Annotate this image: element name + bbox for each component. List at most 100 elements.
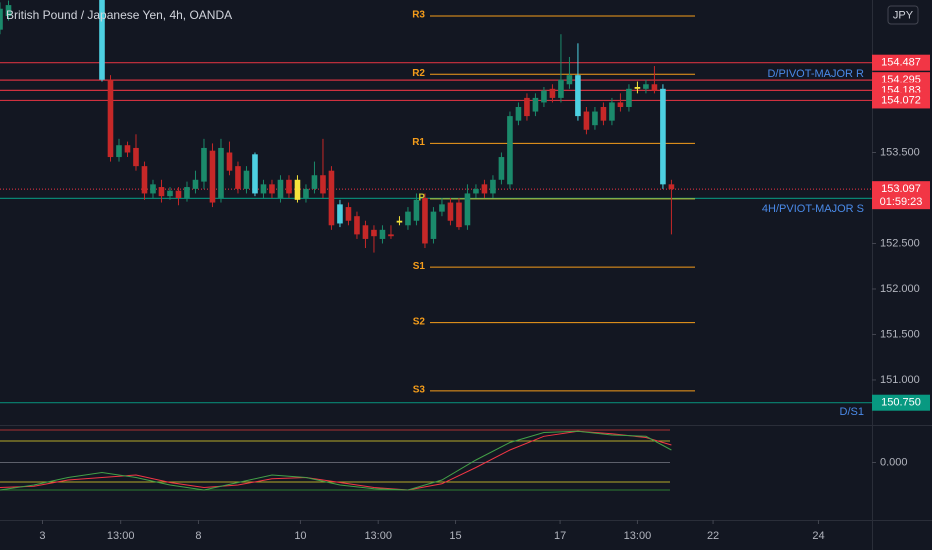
candle-body xyxy=(269,184,275,194)
x-tick-label: 17 xyxy=(554,530,566,542)
candle-body xyxy=(413,199,420,221)
pivot-label: R1 xyxy=(412,137,425,148)
candle-body xyxy=(600,107,607,121)
candle-body xyxy=(515,107,522,121)
x-tick-label: 10 xyxy=(294,530,306,542)
candle-body xyxy=(651,84,658,91)
countdown: 01:59:23 xyxy=(880,196,923,208)
price-label: 154.072 xyxy=(881,94,921,106)
candle-body xyxy=(167,190,173,197)
candle-body xyxy=(566,75,573,85)
candle-body xyxy=(626,88,632,108)
candle-body xyxy=(218,147,224,198)
candle-body xyxy=(277,179,284,198)
pivot-label: S3 xyxy=(413,385,426,396)
price-label-box xyxy=(872,92,930,109)
candle-body xyxy=(303,188,309,198)
candle-body xyxy=(133,147,139,167)
candle-body xyxy=(235,166,241,189)
candle-body xyxy=(141,166,148,194)
annotation: D/PIVOT-MAJOR R xyxy=(767,68,864,80)
pivot-label: R3 xyxy=(412,10,425,21)
annotation: D/S1 xyxy=(840,406,864,418)
y-tick-label: 152.500 xyxy=(880,237,920,249)
candle-body xyxy=(634,86,641,89)
oscillator-pane xyxy=(0,429,672,491)
candle-body xyxy=(388,234,394,237)
candle-body xyxy=(201,147,207,182)
pivot-label: R2 xyxy=(412,68,425,79)
candle-body xyxy=(184,187,190,198)
candle-body xyxy=(116,145,122,158)
pivot-label: S2 xyxy=(413,316,426,327)
candle-body xyxy=(507,116,513,185)
candle-body xyxy=(320,175,326,194)
candle-body xyxy=(260,184,267,194)
candle-body xyxy=(5,5,12,17)
y-tick-label: 152.000 xyxy=(880,283,920,295)
main-pane: R3 R2 R1 P S1 S2 S3 xyxy=(0,0,872,404)
candle-body xyxy=(558,79,564,98)
currency-button[interactable] xyxy=(887,5,919,25)
candle-body xyxy=(668,184,675,190)
candle-body xyxy=(532,97,539,112)
candle-body xyxy=(294,179,301,200)
candle-body xyxy=(473,188,479,194)
candle-body xyxy=(107,79,114,158)
price-label: 154.487 xyxy=(881,57,921,69)
x-tick-label: 3 xyxy=(39,530,45,542)
candle-body xyxy=(0,8,3,30)
candle-body xyxy=(345,207,352,221)
candle-body xyxy=(209,150,216,203)
candle-body xyxy=(192,179,199,189)
pivot-label: S1 xyxy=(413,261,426,272)
candle-body xyxy=(490,179,496,194)
candle-body xyxy=(481,184,488,194)
price-label: 153.097 xyxy=(881,183,921,195)
candle-body xyxy=(175,190,182,198)
annotation: 4H/PVIOT-MAJOR S xyxy=(762,203,864,215)
candle-body xyxy=(150,184,156,194)
candle-body xyxy=(124,145,131,153)
candle-body xyxy=(226,152,233,171)
candle-body xyxy=(549,88,556,98)
x-tick-label: 13:00 xyxy=(107,530,135,542)
candle-body xyxy=(99,0,105,80)
candle-body xyxy=(354,216,360,235)
candle-body xyxy=(430,211,437,239)
y-tick-label: 151.000 xyxy=(880,374,920,386)
candle-body xyxy=(592,111,598,126)
currency-label[interactable]: JPY xyxy=(893,9,914,21)
price-label-box xyxy=(872,181,930,210)
candle-body xyxy=(405,211,411,226)
candle-body xyxy=(660,88,666,185)
candle-body xyxy=(396,220,403,223)
osc-line xyxy=(0,430,672,491)
candle-body xyxy=(464,193,471,226)
pivot-label: P xyxy=(418,193,425,204)
candle-body xyxy=(541,90,547,103)
x-tick-label: 24 xyxy=(812,530,824,542)
candle-body xyxy=(498,157,505,180)
price-label-box xyxy=(872,394,930,411)
price-label: 150.750 xyxy=(881,397,921,409)
x-tick-label: 15 xyxy=(449,530,461,542)
x-tick-label: 8 xyxy=(195,530,201,542)
candle-body xyxy=(337,204,343,224)
candle-body xyxy=(617,102,624,108)
candle-body xyxy=(447,202,454,221)
candle-body xyxy=(439,204,445,212)
x-tick-label: 13:00 xyxy=(364,530,392,542)
candle-body xyxy=(643,84,649,89)
osc-tick-label: 0.000 xyxy=(880,456,908,468)
candle-body xyxy=(371,229,377,237)
candle-body xyxy=(252,154,258,194)
candle-body xyxy=(286,179,292,194)
candle-body xyxy=(243,170,250,189)
osc-line xyxy=(0,430,672,491)
x-tick-label: 22 xyxy=(707,530,719,542)
y-tick-label: 153.500 xyxy=(880,146,920,158)
